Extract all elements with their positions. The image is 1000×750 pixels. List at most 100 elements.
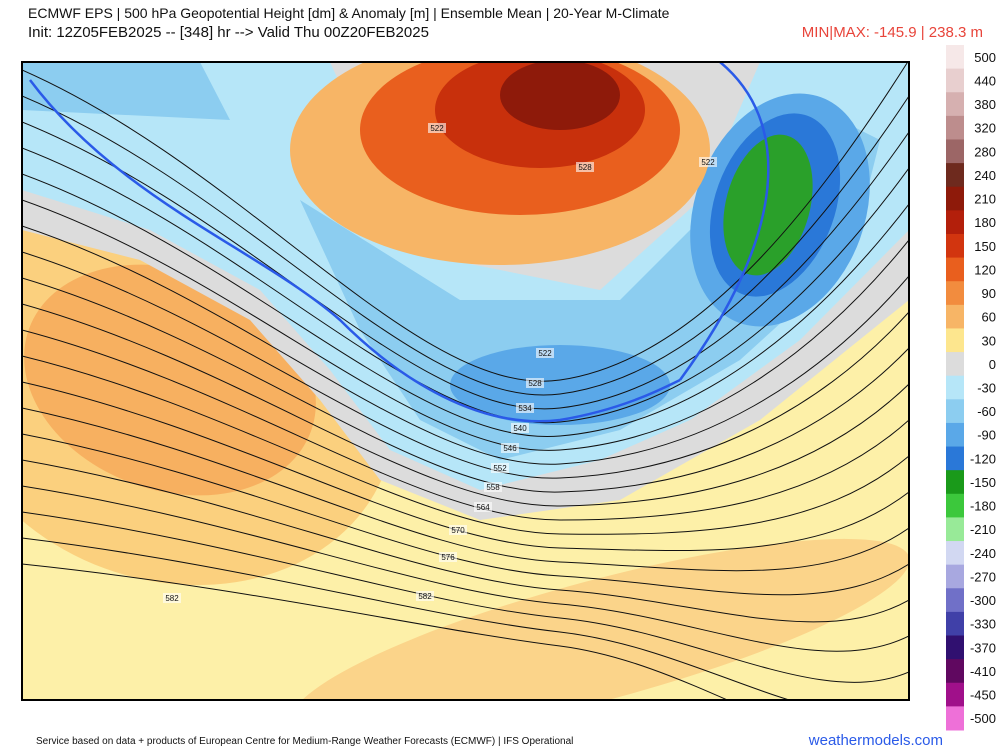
anomaly [22,62,230,120]
colorbar-swatch [946,659,964,684]
contour-label: 522 [538,349,552,358]
colorbar-swatch [946,139,964,164]
colorbar-label: 380 [974,97,996,112]
colorbar: 500 440 380 320 280 240 210 180 150 120 90 60 30 0 -30… [946,45,996,731]
colorbar-label: 500 [974,50,996,65]
colorbar-label: 90 [982,286,996,301]
min-max: MIN|MAX: -145.9 | 238.3 m [802,24,983,41]
contour-label-bg [439,552,457,562]
contour-line [22,459,909,623]
contour-label-bg [428,123,446,133]
contour-label: 558 [486,483,500,492]
colorbar-swatch [946,399,964,424]
colorbar-label: -330 [970,617,996,632]
colorbar-swatch [946,45,964,70]
colorbar-label: 240 [974,168,996,183]
contour-label-bg [526,378,544,388]
contour-label: 522 [701,158,715,167]
contour-line [22,563,729,700]
colorbar-label: -270 [970,569,996,584]
contour-line [22,62,909,382]
colorbar-swatch [946,517,964,542]
colorbar-swatch [946,493,964,518]
colorbar-swatch [946,611,964,637]
contour-label-bg [536,348,554,358]
colorbar-swatch [946,328,964,353]
contour-line [22,537,791,700]
contour-label: 528 [528,379,542,388]
contour-label-bg [449,525,467,535]
contour-line [22,199,909,451]
contour-label: 546 [503,444,517,453]
contour-label: 552 [493,464,507,473]
contour-label-bg [491,463,509,473]
colorbar-swatch [946,706,964,731]
contour-label-bg [163,593,181,603]
blue-contour [29,79,681,423]
colorbar-label: -180 [970,499,996,514]
colorbar-label: -370 [970,640,996,655]
colorbar-swatch [946,304,964,329]
colorbar-label: 210 [974,192,996,207]
colorbar-label: -240 [970,546,996,561]
colorbar-label: -450 [970,688,996,703]
contour-line [22,173,909,438]
colorbar-swatch [946,541,964,566]
colorbar-swatch [946,281,964,306]
colorbar-swatch [946,115,964,140]
colorbar-swatch [946,682,964,707]
colorbar-label: -30 [977,381,996,396]
contour-label-bg [511,423,529,433]
contour-label-bg [501,443,519,453]
colorbar-label: -60 [977,404,996,419]
colorbar-label: 0 [989,357,996,372]
contour-label: 582 [165,594,179,603]
colorbar-label: 280 [974,144,996,159]
contour-line [22,485,909,652]
colorbar-swatch [946,68,964,93]
contour-line [22,251,909,479]
colorbar-swatch [946,564,964,589]
colorbar-swatch [946,257,964,282]
colorbar-label: -410 [970,664,996,679]
contour-line [22,95,909,396]
anomaly [723,134,813,276]
contour-line [22,381,909,552]
contour-label: 528 [578,163,592,172]
colorbar-label: -210 [970,522,996,537]
contour-label: 540 [513,424,527,433]
contour-line [22,277,909,493]
colorbar-label: -150 [970,475,996,490]
contour-label-bg [699,157,717,167]
contour-label-bg [416,591,434,601]
colorbar-label: -500 [970,711,996,726]
contour-label: 534 [518,404,532,413]
contour-label: 576 [441,553,455,562]
colorbar-swatch [946,163,964,188]
init-line: Init: 12Z05FEB2025 -- [348] hr --> Valid… [28,24,429,41]
colorbar-swatch [946,446,964,471]
colorbar-swatch [946,470,964,495]
contour-line [22,121,909,410]
contour-label-bg [484,482,502,492]
contour-line [22,303,909,507]
contour-label: 522 [430,124,444,133]
anomaly [290,538,909,700]
colorbar-swatch [946,375,964,400]
colorbar-label: -120 [970,451,996,466]
contour-line [22,329,909,521]
title: ECMWF EPS | 500 hPa Geopotential Height … [28,5,670,21]
contour-line [22,147,909,424]
credit: Service based on data + products of Euro… [36,736,573,747]
colorbar-label: 320 [974,121,996,136]
colorbar-label: 440 [974,73,996,88]
map-frame [21,61,910,701]
blue-contour [678,62,770,381]
colorbar-label: 30 [982,333,996,348]
contour-label: 582 [418,592,432,601]
colorbar-swatch [946,186,964,211]
contour-line [22,433,909,596]
colorbar-swatch [946,92,964,117]
colorbar-swatch [946,635,964,660]
